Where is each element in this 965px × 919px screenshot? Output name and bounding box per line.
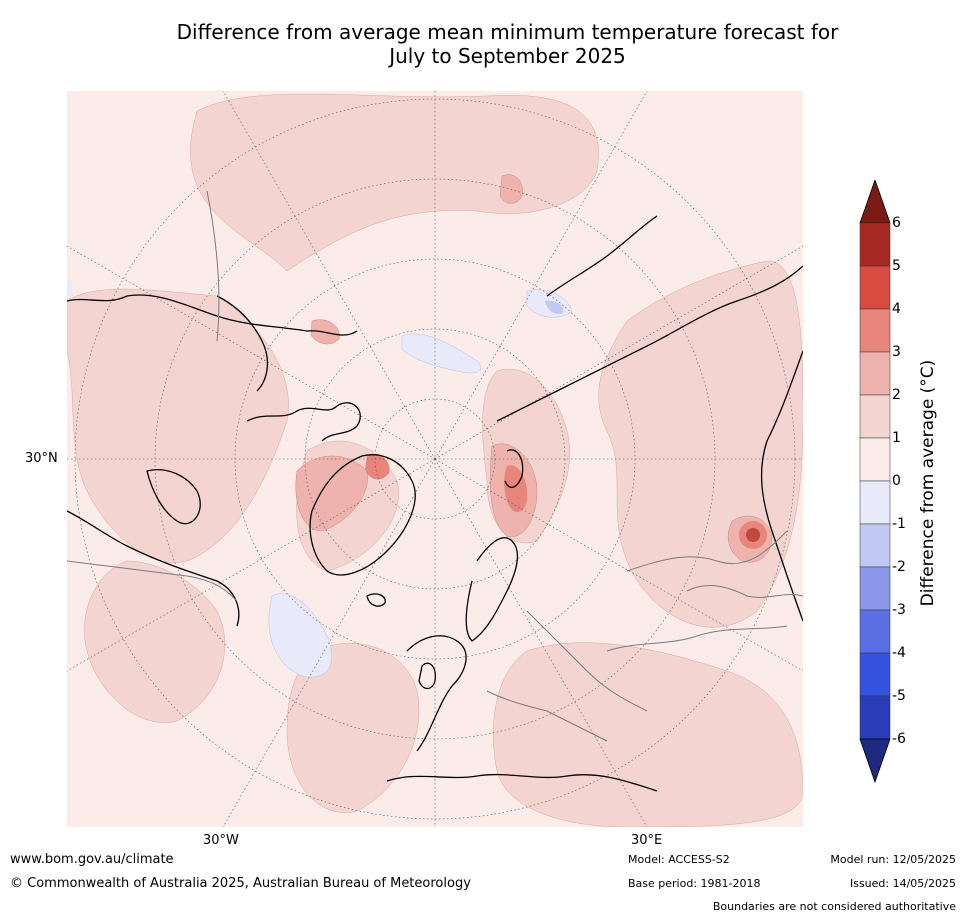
longitude-label-30w: 30°W <box>203 833 239 848</box>
map-title-line-2: July to September 2025 <box>389 44 626 68</box>
colorbar <box>858 178 938 785</box>
colorbar-tick-label: 1 <box>892 430 901 446</box>
anomaly-region-alaska-edge-cool <box>67 279 73 298</box>
anomaly-hotspots <box>365 454 767 549</box>
boundary-russia-europe <box>526 610 648 712</box>
colorbar-band <box>859 609 891 654</box>
boundary-canada-usa <box>67 560 238 602</box>
colorbar-tick-label: 3 <box>892 344 901 360</box>
anomaly-hotspot-mongolia-inner <box>746 528 760 542</box>
footer-url: www.bom.gov.au/climate <box>10 852 174 867</box>
map-title: Difference from average mean minimum tem… <box>60 20 955 68</box>
footer-base-period: Base period: 1981-2018 <box>628 877 761 890</box>
boundary-mongolia <box>686 585 803 598</box>
map-title-line-1: Difference from average mean minimum tem… <box>176 20 839 44</box>
boundary-europe-interior <box>486 690 608 742</box>
colorbar-band <box>859 695 891 740</box>
colorbar-extend-low <box>859 738 891 784</box>
colorbar-band <box>859 265 891 310</box>
footer-model-run: Model run: 12/05/2025 <box>830 853 956 866</box>
colorbar-tick-label: -4 <box>892 645 906 661</box>
meridian-210 <box>222 458 436 827</box>
colorbar-tick-label: -6 <box>892 731 906 747</box>
latitude-label-30n: 30°N <box>25 451 58 466</box>
meridian-330 <box>222 91 436 460</box>
anomaly-region-atlantic <box>286 642 420 813</box>
coastline-east-siberia <box>546 215 658 297</box>
forecast-map-canvas <box>67 91 803 827</box>
colorbar-band <box>859 523 891 568</box>
colorbar-band <box>859 652 891 697</box>
footer-copyright: © Commonwealth of Australia 2025, Austra… <box>10 876 471 891</box>
anomaly-region-north-america-south <box>84 560 226 723</box>
coastline-europe-west <box>406 635 467 752</box>
colorbar-tick-label: -1 <box>892 516 906 532</box>
meridian-300 <box>67 245 436 460</box>
colorbar-tick-label: 2 <box>892 387 901 403</box>
latitude-circle-70 <box>304 328 566 590</box>
colorbar-extend-high <box>859 178 891 224</box>
anomaly-2-to-3-regions <box>295 174 773 563</box>
boundary-russia-kazakhstan <box>606 625 788 652</box>
colorbar-tick-label: 5 <box>892 258 901 274</box>
meridian-120 <box>434 458 803 672</box>
longitude-label-30e: 30°E <box>631 833 663 848</box>
colorbar-band <box>859 480 891 525</box>
meridian-150 <box>434 458 648 827</box>
meridian-240 <box>67 458 436 672</box>
country-boundaries <box>67 190 803 742</box>
coastline-britain <box>418 662 436 690</box>
boundary-alaska-canada <box>206 190 220 342</box>
meridian-60 <box>434 245 803 460</box>
coastline-alaska-west <box>216 295 269 392</box>
colorbar-svg <box>859 178 891 784</box>
forecast-map <box>67 91 803 827</box>
coastline-novaya-zemlya <box>504 449 524 488</box>
colorbar-tick-label: 0 <box>892 473 901 489</box>
footer-boundaries-note: Boundaries are not considered authoritat… <box>712 900 956 913</box>
coastline-iceland <box>366 593 386 607</box>
anomaly-negative-regions <box>67 279 573 678</box>
coastline-north-america-arctic <box>67 294 358 336</box>
coastline-pacific-asia <box>760 350 803 622</box>
anomaly-region-north-pacific <box>190 93 599 272</box>
coastline-mediterranean <box>386 773 658 792</box>
colorbar-tick-label: 6 <box>892 215 901 231</box>
colorbar-band <box>859 308 891 353</box>
anomaly-hotspot-greenland <box>365 454 390 480</box>
meridian-30 <box>434 91 648 460</box>
colorbar-band <box>859 351 891 396</box>
colorbar-title: Difference from average (°C) <box>918 359 938 607</box>
colorbar-band <box>859 566 891 611</box>
footer-model: Model: ACCESS-S2 <box>628 853 730 866</box>
boundary-russia-china <box>626 530 788 572</box>
anomaly-region-bering <box>499 174 523 204</box>
coastline-greenland <box>309 454 416 576</box>
colorbar-tick-label: 4 <box>892 301 901 317</box>
anomaly-region-east-siberian-cooler <box>545 300 564 314</box>
colorbar-tick-label: -2 <box>892 559 906 575</box>
footer-issued: Issued: 14/05/2025 <box>849 877 956 890</box>
anomaly-region-alaska-canada <box>67 288 289 563</box>
anomaly-region-siberia <box>598 260 803 628</box>
coastline-scandinavia <box>465 537 519 642</box>
colorbar-tick-label: -3 <box>892 602 906 618</box>
graticule <box>67 91 803 827</box>
anomaly-region-greenland-north <box>295 455 369 532</box>
colorbar-band <box>859 437 891 482</box>
anomaly-region-north-atlantic-cool <box>268 593 332 678</box>
colorbar-band <box>859 394 891 439</box>
coastline-arctic-russia <box>496 265 803 422</box>
colorbar-band <box>859 222 891 267</box>
coastline-canada-archipelago <box>246 402 361 442</box>
anomaly-region-arctic-coast-cool <box>401 333 482 374</box>
anomaly-region-europe-asia-south <box>493 642 803 827</box>
colorbar-tick-label: -5 <box>892 688 906 704</box>
coastline-hudson-bay <box>146 469 201 525</box>
